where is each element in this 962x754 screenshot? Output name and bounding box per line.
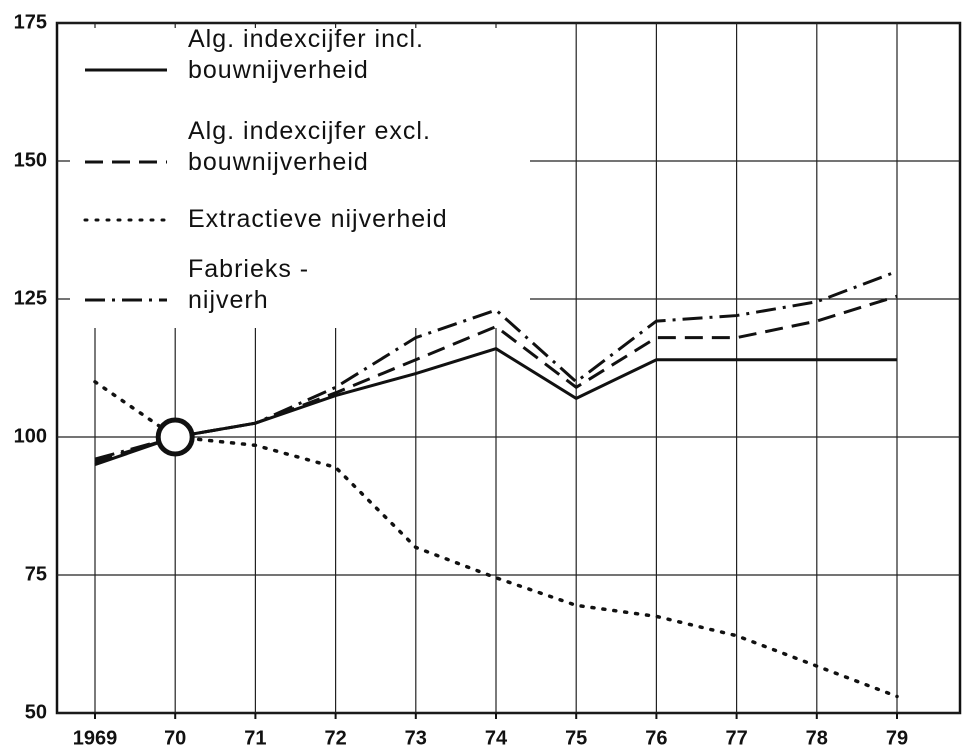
legend-label: Alg. indexcijfer excl. bouwnijverheid [188, 117, 431, 176]
x-tick-label: 71 [244, 727, 266, 749]
x-tick-label: 72 [324, 727, 346, 749]
x-tick-label: 78 [806, 727, 828, 749]
y-tick-label: 175 [14, 11, 47, 33]
x-tick-label: 74 [485, 727, 508, 749]
base-marker [155, 417, 195, 457]
x-tick-label: 79 [886, 727, 908, 749]
x-tick-label: 1969 [73, 727, 118, 749]
legend-label: Extractieve nijverheid [188, 205, 448, 233]
legend-box [70, 28, 530, 328]
y-tick-label: 75 [25, 563, 47, 585]
x-tick-label: 76 [645, 727, 667, 749]
x-tick-label: 73 [405, 727, 427, 749]
series-line [93, 380, 899, 699]
legend-label: Fabrieks -nijverh [188, 255, 309, 314]
x-tick-label: 75 [565, 727, 587, 749]
series-line [94, 294, 898, 464]
y-tick-label: 150 [14, 149, 47, 171]
y-tick-label: 100 [14, 425, 47, 447]
legend-label: Alg. indexcijfer incl. bouwnijverheid [188, 25, 424, 84]
y-tick-label: 125 [14, 287, 47, 309]
x-tick-label: 77 [725, 727, 747, 749]
y-tick-label: 50 [25, 701, 47, 723]
series-line [94, 269, 898, 461]
x-tick-label: 70 [164, 727, 186, 749]
